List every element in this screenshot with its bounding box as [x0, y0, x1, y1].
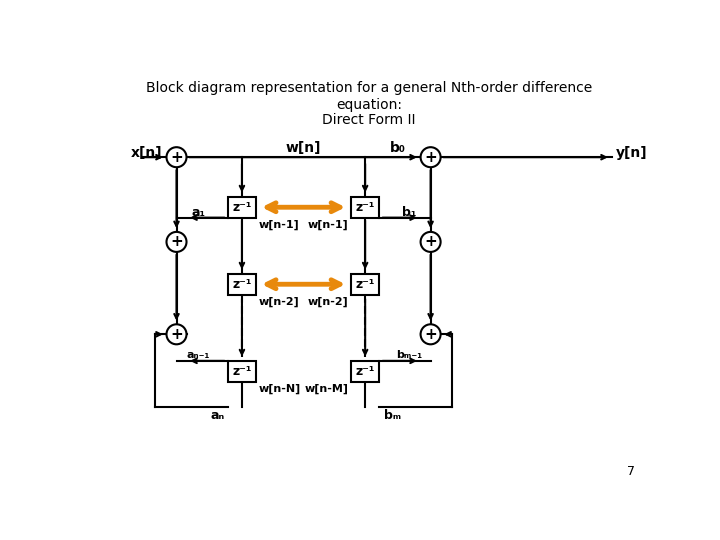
Text: aₙ: aₙ — [211, 409, 225, 422]
Text: z⁻¹: z⁻¹ — [356, 201, 375, 214]
Text: 7: 7 — [626, 465, 634, 478]
Text: Block diagram representation for a general Nth-order difference: Block diagram representation for a gener… — [146, 81, 592, 95]
Text: a₁: a₁ — [191, 206, 205, 219]
Text: Direct Form II: Direct Form II — [323, 113, 415, 127]
Text: w[n-M]: w[n-M] — [305, 383, 348, 394]
Text: w[n-1]: w[n-1] — [307, 219, 348, 230]
Bar — [228, 274, 256, 295]
Text: z⁻¹: z⁻¹ — [356, 364, 375, 378]
Text: z⁻¹: z⁻¹ — [233, 278, 251, 291]
Bar — [351, 361, 379, 382]
Text: w[n]: w[n] — [286, 141, 321, 155]
Text: +: + — [170, 150, 183, 165]
Circle shape — [420, 147, 441, 167]
Text: b₁: b₁ — [402, 206, 416, 219]
Text: w[n-N]: w[n-N] — [259, 383, 301, 394]
Text: w[n-2]: w[n-2] — [307, 296, 348, 307]
Text: w[n-2]: w[n-2] — [259, 296, 300, 307]
Bar — [351, 274, 379, 295]
Circle shape — [420, 232, 441, 252]
Text: z⁻¹: z⁻¹ — [233, 364, 251, 378]
Circle shape — [166, 147, 186, 167]
Text: +: + — [424, 327, 437, 342]
Text: x[n]: x[n] — [130, 146, 162, 160]
Text: +: + — [424, 150, 437, 165]
Bar — [228, 197, 256, 218]
Text: +: + — [170, 234, 183, 249]
Text: z⁻¹: z⁻¹ — [356, 278, 375, 291]
Text: w[n-1]: w[n-1] — [259, 219, 300, 230]
Text: aₙ₋₁: aₙ₋₁ — [186, 350, 210, 360]
Text: bₘ: bₘ — [384, 409, 401, 422]
Text: y[n]: y[n] — [616, 146, 647, 160]
Bar — [351, 197, 379, 218]
Bar — [228, 361, 256, 382]
Circle shape — [166, 232, 186, 252]
Text: +: + — [424, 234, 437, 249]
Text: equation:: equation: — [336, 98, 402, 112]
Text: b₀: b₀ — [390, 141, 406, 155]
Text: +: + — [170, 327, 183, 342]
Text: z⁻¹: z⁻¹ — [233, 201, 251, 214]
Text: bₘ₋₁: bₘ₋₁ — [396, 350, 422, 360]
Circle shape — [166, 325, 186, 345]
Circle shape — [420, 325, 441, 345]
